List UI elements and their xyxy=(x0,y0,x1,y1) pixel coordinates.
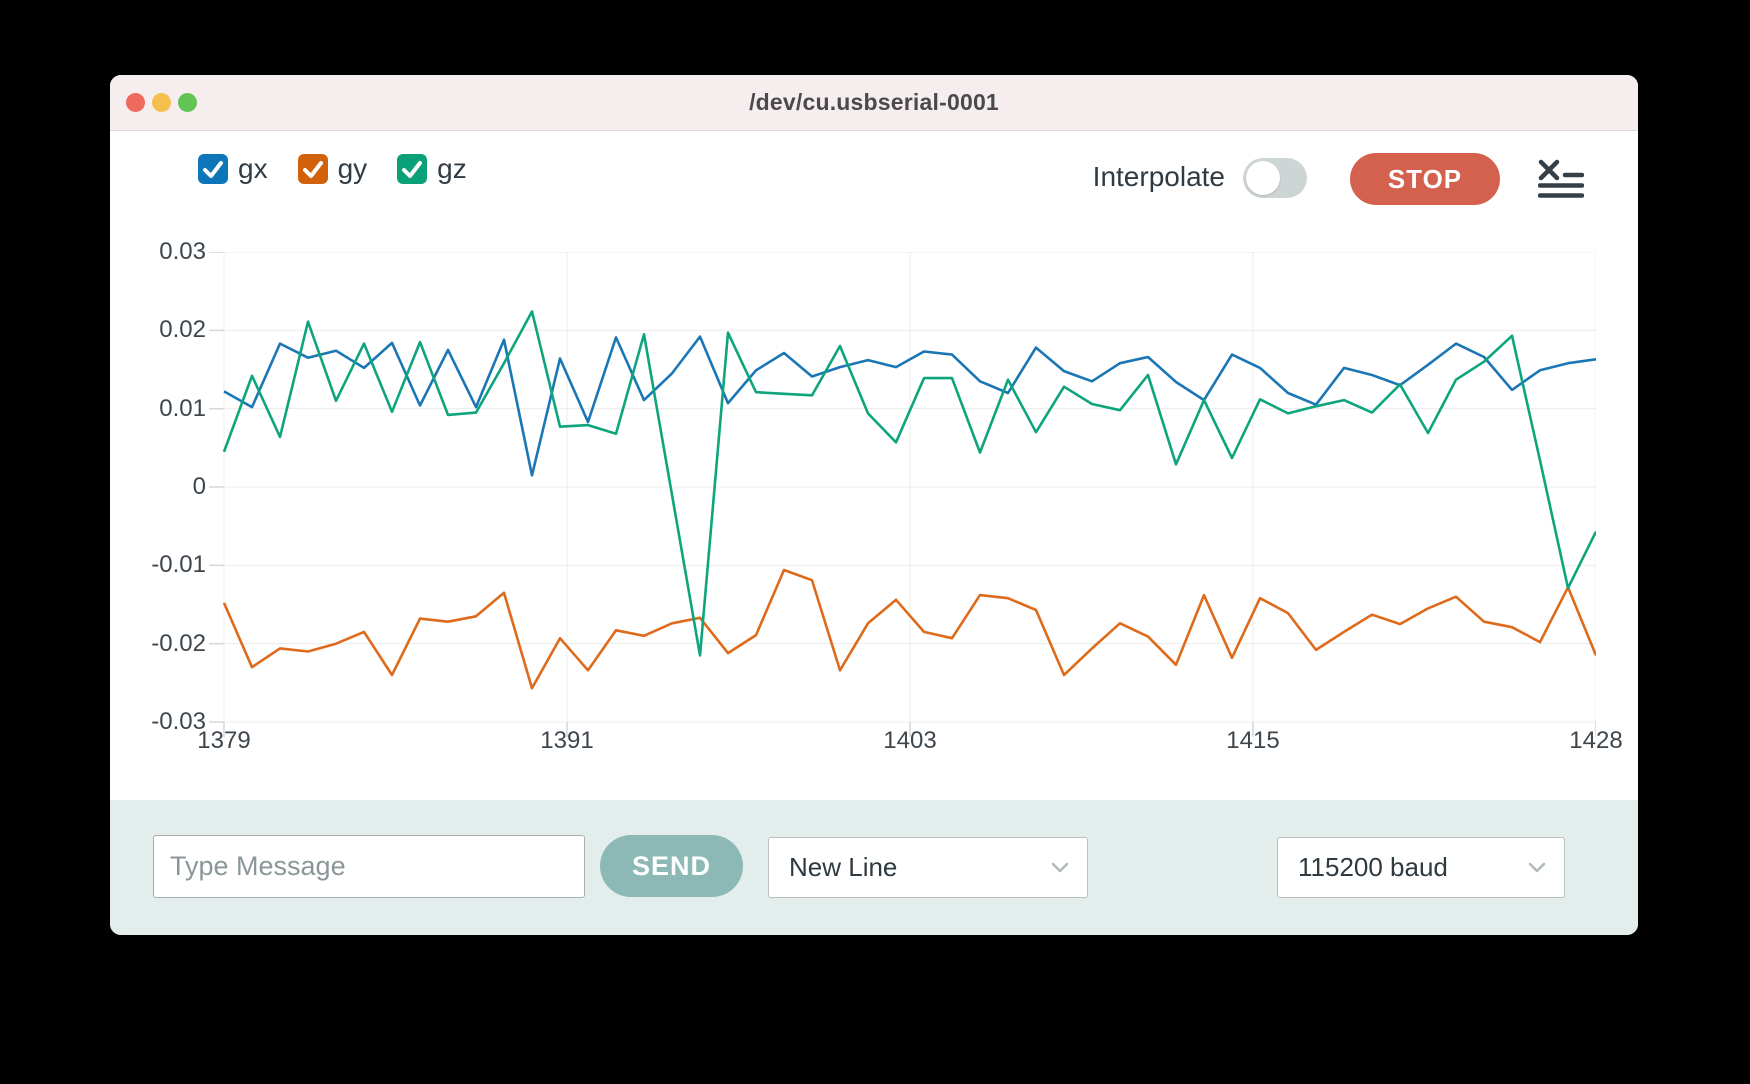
line-ending-value: New Line xyxy=(789,852,898,882)
legend-label-gz: gz xyxy=(437,153,467,184)
y-axis-label: 0.02 xyxy=(159,316,206,344)
y-axis-label: -0.01 xyxy=(151,551,206,579)
window-title: /dev/cu.usbserial-0001 xyxy=(749,89,999,115)
send-button[interactable]: SEND xyxy=(600,835,743,897)
line-ending-select[interactable]: New Line xyxy=(768,837,1088,898)
app-window: /dev/cu.usbserial-0001 gx gy gz Interpolat… xyxy=(110,75,1638,935)
checkbox-gx[interactable] xyxy=(198,154,228,184)
legend-item-gy[interactable]: gy xyxy=(297,153,368,185)
y-axis-label: -0.03 xyxy=(151,708,206,735)
close-button[interactable] xyxy=(126,93,145,112)
interpolate-label: Interpolate xyxy=(1092,161,1225,192)
series-line-gz xyxy=(222,310,1596,657)
interpolate-toggle[interactable] xyxy=(1243,158,1307,198)
check-icon xyxy=(203,161,223,178)
message-input[interactable] xyxy=(153,835,585,898)
traffic-lights xyxy=(126,75,197,130)
series-line-gx xyxy=(223,335,1596,477)
legend-label-gy: gy xyxy=(337,153,368,184)
stop-button[interactable]: STOP xyxy=(1350,153,1500,205)
checkbox-gy[interactable] xyxy=(297,154,328,184)
y-axis-label: 0.03 xyxy=(159,238,206,265)
check-icon xyxy=(302,161,323,178)
check-icon xyxy=(402,161,423,178)
checkbox-gz[interactable] xyxy=(397,154,428,184)
series-line-gy xyxy=(222,568,1596,690)
titlebar[interactable]: /dev/cu.usbserial-0001 xyxy=(110,75,1638,131)
legend-item-gz[interactable]: gz xyxy=(397,153,467,185)
clear-log-icon[interactable] xyxy=(1537,159,1585,199)
clear-log-icon-glyph xyxy=(1537,159,1585,198)
maximize-button[interactable] xyxy=(178,93,197,112)
minimize-button[interactable] xyxy=(152,93,171,112)
y-axis-label: 0.01 xyxy=(159,394,206,422)
chevron-down-icon xyxy=(1051,862,1069,873)
toggle-knob xyxy=(1246,161,1280,195)
chevron-down-icon xyxy=(1528,862,1546,873)
chart xyxy=(209,252,1596,737)
series-legend: gx gy gz xyxy=(198,153,467,185)
baud-value: 115200 baud xyxy=(1298,852,1448,882)
legend-label-gx: gx xyxy=(238,153,268,184)
legend-item-gx[interactable]: gx xyxy=(198,153,268,185)
y-axis-label: 0 xyxy=(192,473,206,500)
y-axis-label: -0.02 xyxy=(151,629,206,657)
message-bar: SEND New Line 115200 baud xyxy=(110,800,1638,935)
baud-select[interactable]: 115200 baud xyxy=(1277,837,1565,898)
